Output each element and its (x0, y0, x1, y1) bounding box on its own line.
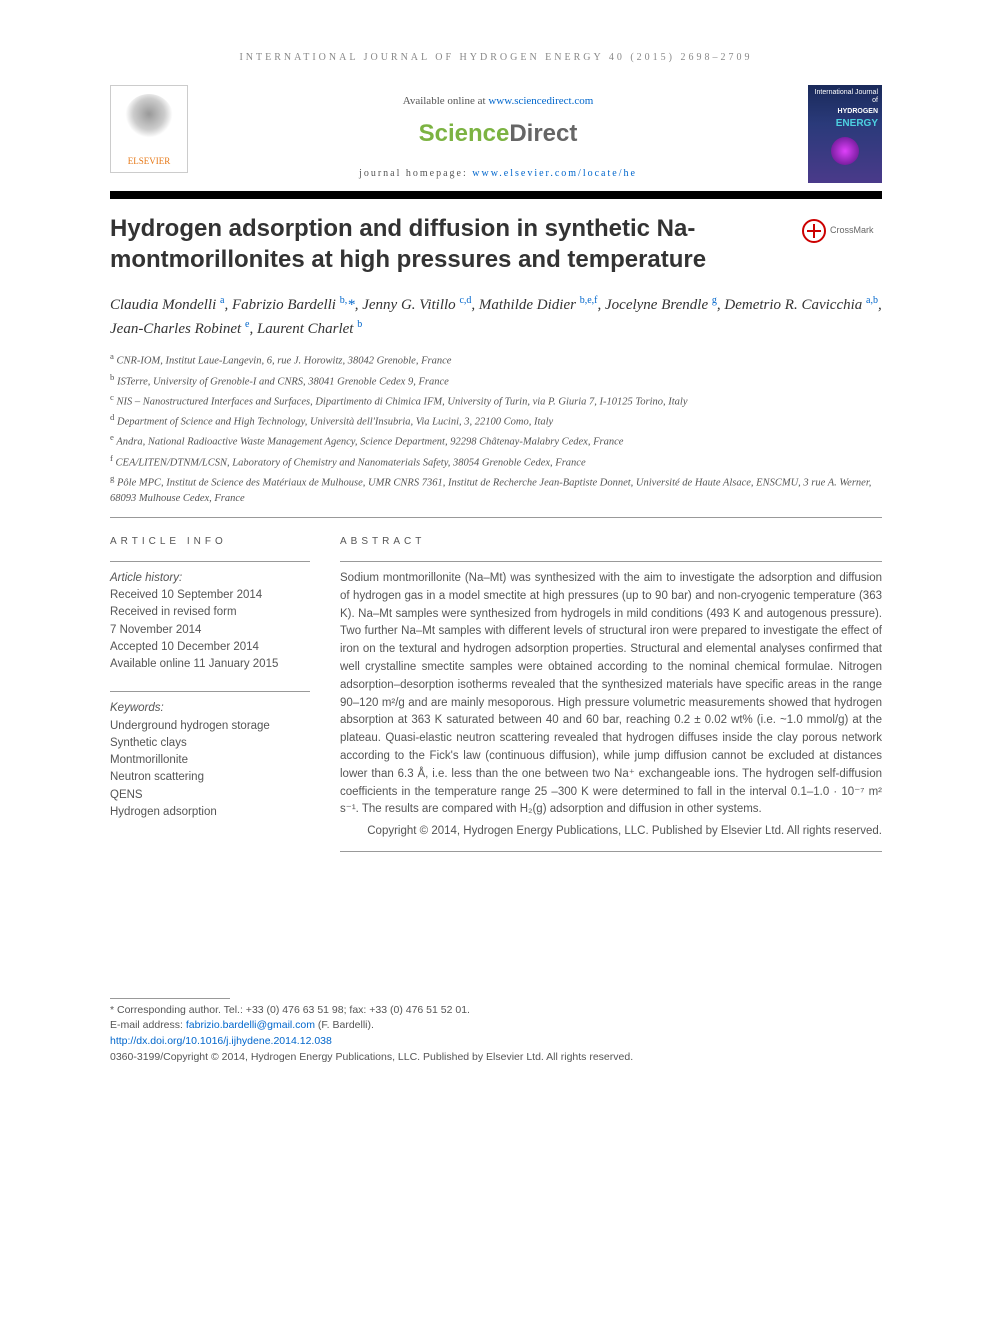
homepage-link[interactable]: www.elsevier.com/locate/he (472, 168, 637, 179)
affiliation-line: b ISTerre, University of Grenoble-I and … (110, 371, 882, 390)
sciencedirect-link[interactable]: www.sciencedirect.com (488, 95, 593, 107)
elsevier-tree-icon (124, 94, 174, 144)
affiliation-line: a CNR-IOM, Institut Laue-Langevin, 6, ru… (110, 350, 882, 369)
sd-logo-science: Science (419, 120, 510, 147)
history-line: 7 November 2014 (110, 622, 310, 639)
crossmark-badge[interactable]: CrossMark (802, 219, 882, 243)
sd-logo-direct: Direct (509, 120, 577, 147)
sciencedirect-logo[interactable]: ScienceDirect (188, 116, 808, 152)
affiliation-list: a CNR-IOM, Institut Laue-Langevin, 6, ru… (110, 350, 882, 507)
history-label: Article history: (110, 570, 310, 587)
elsevier-logo[interactable]: ELSEVIER (110, 85, 188, 173)
email-label: E-mail address: (110, 1019, 186, 1031)
keywords-label: Keywords: (110, 700, 310, 717)
section-divider (110, 517, 882, 518)
homepage-line: journal homepage: www.elsevier.com/locat… (188, 166, 808, 181)
footnote-separator (110, 998, 230, 999)
info-divider (110, 561, 310, 562)
elsevier-label: ELSEVIER (128, 155, 171, 169)
history-line: Available online 11 January 2015 (110, 656, 310, 673)
abstract-copyright: Copyright © 2014, Hydrogen Energy Public… (340, 823, 882, 840)
sciencedirect-block: Available online at www.sciencedirect.co… (188, 85, 808, 181)
article-history-block: Article history: Received 10 September 2… (110, 570, 310, 674)
issn-copyright-line: 0360-3199/Copyright © 2014, Hydrogen Ene… (110, 1050, 882, 1066)
cover-subtitle: International Journal of (808, 85, 882, 104)
history-line: Received 10 September 2014 (110, 587, 310, 604)
doi-link[interactable]: http://dx.doi.org/10.1016/j.ijhydene.201… (110, 1035, 332, 1047)
abstract-text: Sodium montmorillonite (Na–Mt) was synth… (340, 570, 882, 819)
email-link[interactable]: fabrizio.bardelli@gmail.com (186, 1019, 315, 1031)
article-title: Hydrogen adsorption and diffusion in syn… (110, 213, 802, 275)
abstract-heading: ABSTRACT (340, 534, 882, 549)
history-line: Accepted 10 December 2014 (110, 639, 310, 656)
author-list: Claudia Mondelli a, Fabrizio Bardelli b,… (110, 293, 882, 340)
cover-title-2: ENERGY (808, 116, 882, 131)
journal-header-line: INTERNATIONAL JOURNAL OF HYDROGEN ENERGY… (110, 50, 882, 65)
homepage-prefix: journal homepage: (359, 168, 472, 179)
article-info-heading: ARTICLE INFO (110, 534, 310, 549)
keyword-line: Underground hydrogen storage (110, 718, 310, 735)
keywords-block: Keywords: Underground hydrogen storageSy… (110, 700, 310, 821)
affiliation-line: g Pôle MPC, Institut de Science des Maté… (110, 472, 882, 507)
journal-cover-thumbnail[interactable]: International Journal of HYDROGEN ENERGY (808, 85, 882, 183)
keyword-line: QENS (110, 787, 310, 804)
affiliation-line: f CEA/LITEN/DTNM/LCSN, Laboratory of Che… (110, 452, 882, 471)
affiliation-line: d Department of Science and High Technol… (110, 411, 882, 430)
affiliation-line: c NIS – Nanostructured Interfaces and Su… (110, 391, 882, 410)
available-online-line: Available online at www.sciencedirect.co… (188, 93, 808, 110)
history-line: Received in revised form (110, 604, 310, 621)
page-footer: * Corresponding author. Tel.: +33 (0) 47… (110, 992, 882, 1066)
article-info-column: ARTICLE INFO Article history: Received 1… (110, 534, 310, 852)
top-bar: ELSEVIER Available online at www.science… (110, 85, 882, 183)
cover-graphic-icon (831, 137, 859, 165)
abstract-column: ABSTRACT Sodium montmorillonite (Na–Mt) … (340, 534, 882, 852)
abstract-divider (340, 561, 882, 562)
crossmark-icon (802, 219, 826, 243)
keyword-line: Hydrogen adsorption (110, 804, 310, 821)
email-line: E-mail address: fabrizio.bardelli@gmail.… (110, 1018, 882, 1034)
keyword-line: Montmorillonite (110, 752, 310, 769)
affiliation-line: e Andra, National Radioactive Waste Mana… (110, 431, 882, 450)
cover-title-1: HYDROGEN (808, 104, 882, 116)
info-divider-2 (110, 691, 310, 692)
corresponding-author-line: * Corresponding author. Tel.: +33 (0) 47… (110, 1003, 882, 1019)
email-suffix: (F. Bardelli). (315, 1019, 374, 1031)
title-separator-bar (110, 191, 882, 199)
crossmark-label: CrossMark (830, 224, 874, 238)
available-prefix: Available online at (403, 95, 489, 107)
keyword-line: Synthetic clays (110, 735, 310, 752)
abstract-end-divider (340, 851, 882, 852)
keyword-line: Neutron scattering (110, 769, 310, 786)
